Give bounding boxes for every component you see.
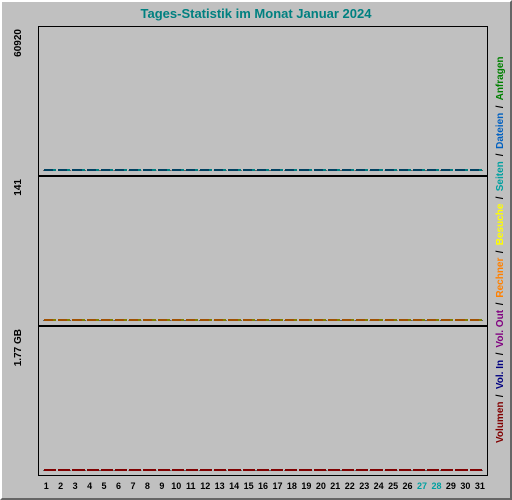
bars-bot bbox=[43, 331, 483, 471]
stats-container: Tages-Statistik im Monat Januar 2024 609… bbox=[0, 0, 512, 500]
x-label-21: 21 bbox=[328, 481, 342, 491]
x-label-19: 19 bbox=[299, 481, 313, 491]
x-label-13: 13 bbox=[212, 481, 226, 491]
x-label-28: 28 bbox=[429, 481, 443, 491]
ylabel-top: 60920 bbox=[13, 29, 24, 57]
x-label-12: 12 bbox=[198, 481, 212, 491]
legend: Volumen / Vol. In / Vol. Out / Rechner /… bbox=[495, 26, 506, 474]
x-label-4: 4 bbox=[82, 481, 96, 491]
x-label-22: 22 bbox=[343, 481, 357, 491]
x-label-2: 2 bbox=[53, 481, 67, 491]
legend-volin: Vol. In bbox=[495, 360, 506, 389]
panel-top: 60920 bbox=[38, 26, 488, 176]
legend-volout: Vol. Out bbox=[495, 310, 506, 348]
legend-seiten: Seiten bbox=[495, 161, 506, 191]
legend-dateien: Dateien bbox=[495, 113, 506, 149]
x-label-15: 15 bbox=[241, 481, 255, 491]
x-label-16: 16 bbox=[256, 481, 270, 491]
x-label-11: 11 bbox=[184, 481, 198, 491]
x-label-17: 17 bbox=[270, 481, 284, 491]
chart-title: Tages-Statistik im Monat Januar 2024 bbox=[2, 2, 510, 23]
x-label-27: 27 bbox=[415, 481, 429, 491]
x-label-23: 23 bbox=[357, 481, 371, 491]
legend-besuche: Besuche bbox=[495, 204, 506, 246]
bars-mid bbox=[43, 181, 483, 321]
x-label-9: 9 bbox=[155, 481, 169, 491]
legend-volumen: Volumen bbox=[495, 402, 506, 443]
panel-bottom: 1.77 GB 12345678910111213141516171819202… bbox=[38, 326, 488, 476]
x-label-3: 3 bbox=[68, 481, 82, 491]
x-label-6: 6 bbox=[111, 481, 125, 491]
x-label-5: 5 bbox=[97, 481, 111, 491]
x-label-18: 18 bbox=[285, 481, 299, 491]
legend-rechner: Rechner bbox=[495, 258, 506, 298]
x-label-20: 20 bbox=[314, 481, 328, 491]
x-label-25: 25 bbox=[386, 481, 400, 491]
ylabel-bot: 1.77 GB bbox=[13, 329, 24, 366]
ylabel-mid: 141 bbox=[13, 179, 24, 196]
x-label-7: 7 bbox=[126, 481, 140, 491]
x-axis-labels: 1234567891011121314151617181920212223242… bbox=[39, 481, 487, 491]
chart-area: 60920 141 1.77 GB 1234567891011121314151… bbox=[38, 26, 488, 474]
x-label-31: 31 bbox=[473, 481, 487, 491]
x-label-1: 1 bbox=[39, 481, 53, 491]
bars-top bbox=[43, 31, 483, 171]
x-label-10: 10 bbox=[169, 481, 183, 491]
x-label-30: 30 bbox=[458, 481, 472, 491]
x-label-8: 8 bbox=[140, 481, 154, 491]
x-label-14: 14 bbox=[227, 481, 241, 491]
panel-middle: 141 bbox=[38, 176, 488, 326]
x-label-29: 29 bbox=[444, 481, 458, 491]
x-label-26: 26 bbox=[400, 481, 414, 491]
legend-anfragen: Anfragen bbox=[495, 57, 506, 101]
x-label-24: 24 bbox=[371, 481, 385, 491]
